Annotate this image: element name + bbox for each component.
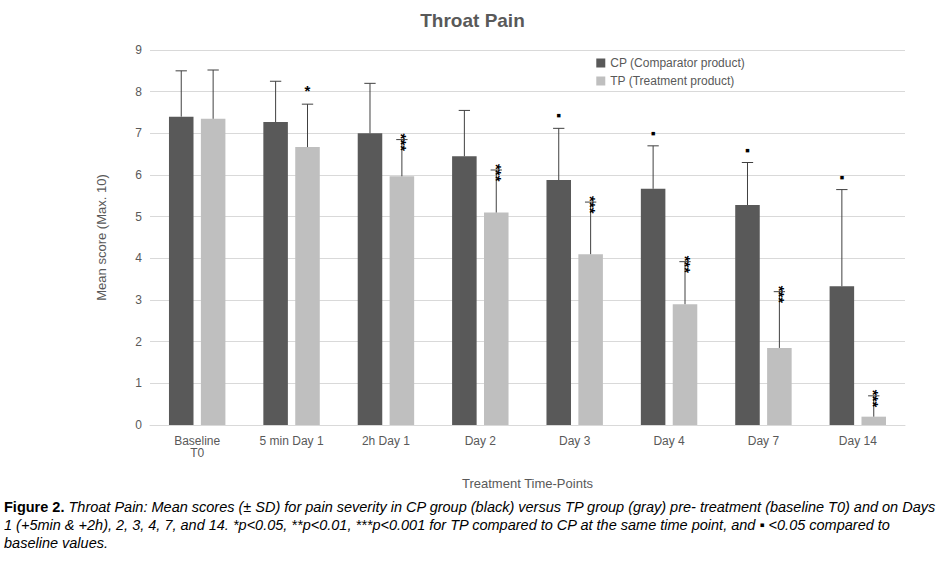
svg-text:***: *** (677, 256, 694, 274)
svg-text:***: *** (865, 390, 882, 408)
svg-text:7: 7 (135, 126, 142, 140)
svg-text:▪: ▪ (651, 125, 656, 141)
svg-text:T0: T0 (190, 446, 204, 460)
svg-text:Mean score (Max. 10): Mean score (Max. 10) (94, 174, 109, 300)
svg-text:▪: ▪ (556, 107, 561, 123)
svg-text:3: 3 (135, 293, 142, 307)
svg-text:Day 4: Day 4 (653, 434, 685, 448)
svg-text:***: *** (488, 164, 505, 182)
svg-text:Throat Pain: Throat Pain (420, 10, 525, 31)
svg-text:***: *** (771, 286, 788, 304)
svg-text:8: 8 (135, 85, 142, 99)
svg-text:***: *** (582, 196, 599, 214)
svg-text:0: 0 (135, 418, 142, 432)
svg-text:CP (Comparator product): CP (Comparator product) (610, 56, 745, 70)
svg-text:6: 6 (135, 168, 142, 182)
svg-text:2h Day 1: 2h Day 1 (362, 434, 410, 448)
svg-text:Treatment Time-Points: Treatment Time-Points (462, 476, 594, 491)
svg-text:TP (Treatment product): TP (Treatment product) (610, 74, 734, 88)
svg-text:5 min Day 1: 5 min Day 1 (260, 434, 324, 448)
svg-text:4: 4 (135, 251, 142, 265)
svg-text:Day 3: Day 3 (559, 434, 591, 448)
svg-text:▪: ▪ (745, 142, 750, 158)
svg-text:*: * (305, 82, 311, 99)
svg-text:***: *** (393, 134, 410, 152)
svg-text:Baseline: Baseline (174, 434, 221, 448)
svg-text:5: 5 (135, 210, 142, 224)
svg-text:Day 14: Day 14 (839, 434, 877, 448)
svg-text:1: 1 (135, 376, 142, 390)
svg-text:▪: ▪ (839, 169, 844, 185)
svg-text:Day 7: Day 7 (748, 434, 780, 448)
svg-text:2: 2 (135, 335, 142, 349)
svg-text:9: 9 (135, 43, 142, 57)
html-text:Figure 2. Throat Pain: Mean sc: Figure 2. Throat Pain: Mean scores (± SD… (4, 499, 936, 551)
svg-text:Day 2: Day 2 (465, 434, 497, 448)
